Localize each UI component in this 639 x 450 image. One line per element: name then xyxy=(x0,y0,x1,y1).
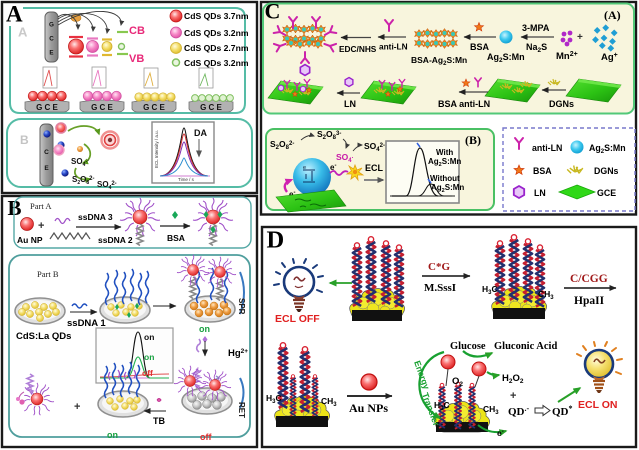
svg-text:LN: LN xyxy=(344,99,356,109)
svg-text:C: C xyxy=(265,0,281,24)
svg-text:ECL ON: ECL ON xyxy=(578,399,617,411)
svg-text:HpaII: HpaII xyxy=(574,295,605,307)
svg-text:Ag2S:Mn: Ag2S:Mn xyxy=(431,183,464,194)
svg-text:EDC/NHS: EDC/NHS xyxy=(339,44,377,54)
svg-text:RET: RET xyxy=(237,402,246,418)
svg-text:Na2S: Na2S xyxy=(526,42,547,54)
svg-text:off: off xyxy=(200,432,212,442)
svg-text:e-: e- xyxy=(497,428,504,438)
svg-text:G C E: G C E xyxy=(36,103,58,112)
svg-text:H3C: H3C xyxy=(482,284,498,296)
svg-text:BSA: BSA xyxy=(470,42,490,52)
svg-text:+: + xyxy=(74,401,80,413)
svg-text:Mn2+: Mn2+ xyxy=(556,51,578,62)
svg-text:Without: Without xyxy=(430,174,460,183)
svg-text:on: on xyxy=(107,430,118,440)
svg-text:on: on xyxy=(144,332,154,342)
svg-text:D: D xyxy=(267,227,285,254)
svg-text:QD.-: QD.- xyxy=(508,404,530,418)
svg-text:ssDNA 2: ssDNA 2 xyxy=(98,235,133,245)
svg-text:G: G xyxy=(49,22,54,29)
svg-text:3-MPA: 3-MPA xyxy=(522,23,550,33)
svg-text:DGNs: DGNs xyxy=(594,166,619,176)
svg-text:GCE: GCE xyxy=(597,188,616,198)
svg-text:SPR: SPR xyxy=(237,298,246,315)
svg-text:ECL OFF: ECL OFF xyxy=(275,313,320,325)
svg-text:G C E: G C E xyxy=(143,103,165,112)
svg-text:CH3: CH3 xyxy=(483,404,499,416)
svg-text:SO42-: SO42- xyxy=(97,180,117,191)
svg-text:DGNs: DGNs xyxy=(549,99,574,109)
svg-text:Ag2S:Mn: Ag2S:Mn xyxy=(487,52,525,64)
svg-text:BSA anti-LN: BSA anti-LN xyxy=(438,99,490,109)
svg-text:M.SssI: M.SssI xyxy=(424,282,456,294)
svg-text:QD*: QD* xyxy=(552,404,573,418)
svg-text:Au NP: Au NP xyxy=(17,235,43,245)
svg-text:C/CGG: C/CGG xyxy=(570,273,608,285)
svg-text:Part B: Part B xyxy=(37,269,59,279)
svg-text:SO4.-: SO4.- xyxy=(71,157,89,168)
svg-text:off: off xyxy=(142,368,153,378)
svg-text:Ag2S:Mn: Ag2S:Mn xyxy=(589,143,626,155)
svg-text:e-: e- xyxy=(289,190,295,199)
svg-text:CB: CB xyxy=(129,25,145,37)
svg-text:C*G: C*G xyxy=(428,261,450,273)
svg-text:BSA-Ag2S:Mn: BSA-Ag2S:Mn xyxy=(411,55,467,67)
svg-text:O2: O2 xyxy=(452,376,463,388)
svg-text:With: With xyxy=(436,148,453,157)
svg-text:(B): (B) xyxy=(465,133,481,147)
svg-text:Au NPs: Au NPs xyxy=(349,401,388,415)
svg-text:Gluconic Acid: Gluconic Acid xyxy=(494,341,557,352)
svg-text:e-: e- xyxy=(330,163,336,172)
svg-text:C: C xyxy=(49,36,54,43)
svg-text:G C E: G C E xyxy=(91,103,113,112)
svg-text:on: on xyxy=(199,324,210,334)
svg-text:+: + xyxy=(510,390,516,402)
svg-text:S2O82-: S2O82- xyxy=(72,175,94,186)
svg-text:CdS QDs 3.7nm: CdS QDs 3.7nm xyxy=(184,11,249,21)
svg-text:anti-LN: anti-LN xyxy=(532,143,562,153)
svg-text:CdS QDs 3.2nm: CdS QDs 3.2nm xyxy=(184,28,249,38)
svg-text:CdS:La QDs: CdS:La QDs xyxy=(16,331,71,342)
svg-text:C: C xyxy=(44,149,49,156)
svg-text:E: E xyxy=(44,165,49,172)
svg-text:CH3: CH3 xyxy=(538,289,554,301)
svg-text:Time / s: Time / s xyxy=(178,177,195,182)
svg-text:ssDNA 3: ssDNA 3 xyxy=(78,212,113,222)
svg-text:Ag+: Ag+ xyxy=(601,52,618,63)
svg-text:BSA: BSA xyxy=(533,166,552,176)
svg-text:H2O2: H2O2 xyxy=(502,373,524,385)
svg-text:(A): (A) xyxy=(604,8,621,22)
svg-text:Part A: Part A xyxy=(30,201,52,211)
svg-text:ssDNA 1: ssDNA 1 xyxy=(67,318,106,329)
svg-text:DA: DA xyxy=(194,128,207,138)
svg-text:CdS QDs 2.7nm: CdS QDs 2.7nm xyxy=(184,43,249,53)
svg-text:VB: VB xyxy=(129,53,144,65)
svg-text:H3C: H3C xyxy=(266,393,282,405)
svg-text:ECL Intensity / a.u.: ECL Intensity / a.u. xyxy=(154,130,159,168)
svg-text:A: A xyxy=(18,25,28,40)
svg-text:CdS QDs 3.2nm: CdS QDs 3.2nm xyxy=(184,58,249,68)
svg-text:H3C: H3C xyxy=(434,400,450,412)
svg-text:+: + xyxy=(38,220,44,232)
svg-text:LN: LN xyxy=(534,188,546,198)
svg-text:CH3: CH3 xyxy=(321,396,337,408)
svg-text:B: B xyxy=(20,133,29,147)
svg-text:E: E xyxy=(49,50,53,57)
svg-text:Glucose: Glucose xyxy=(450,341,486,352)
svg-text:anti-LN: anti-LN xyxy=(379,42,408,52)
svg-text:A: A xyxy=(6,2,23,27)
svg-text:Ag2S:Mn: Ag2S:Mn xyxy=(428,157,461,168)
svg-text:on: on xyxy=(144,352,154,362)
svg-text:BSA: BSA xyxy=(167,233,185,243)
svg-text:Hg2+: Hg2+ xyxy=(228,348,248,359)
svg-text:e: e xyxy=(303,165,306,171)
svg-text:G C E: G C E xyxy=(200,103,222,112)
svg-text:TB: TB xyxy=(153,416,165,426)
svg-text:+: + xyxy=(577,32,583,43)
svg-text:ECL: ECL xyxy=(365,163,384,173)
